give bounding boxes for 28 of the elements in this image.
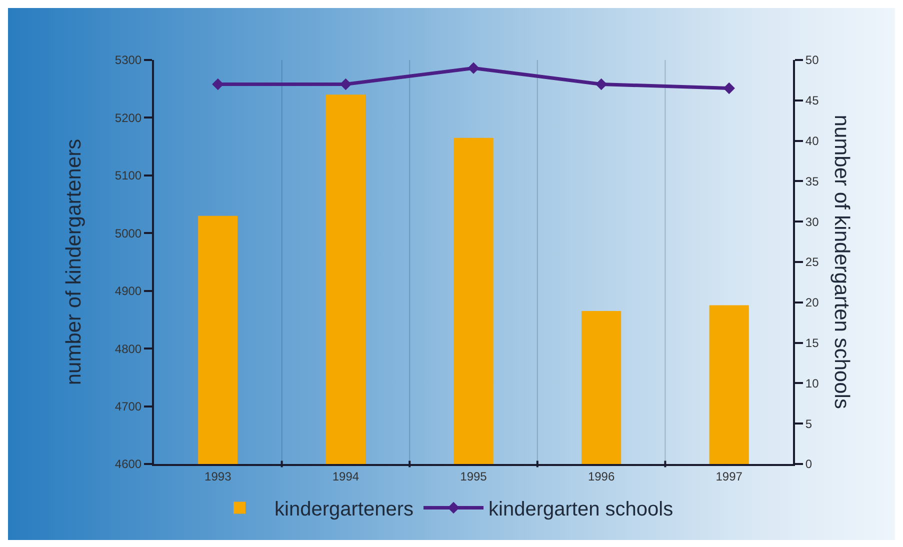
x-tick-label: 1993 (204, 469, 232, 484)
x-tick-label: 1997 (716, 469, 743, 484)
y2-tick-label: 15 (805, 336, 820, 350)
x-tick-label: 1996 (588, 469, 615, 484)
x-tick-label: 1994 (332, 469, 360, 484)
legend-label: kindergarten schools (488, 498, 674, 521)
y-tick-label: 5200 (114, 110, 142, 125)
y2-tick-label: 30 (805, 214, 820, 229)
y-tick-label: 4800 (114, 342, 142, 356)
legend-label: kindergarteners (274, 498, 414, 521)
y2-tick-label: 0 (805, 457, 812, 472)
y-axis-title: number of kindergarteners (62, 138, 86, 386)
y-tick-label: 4900 (114, 284, 142, 298)
y2-tick-label: 25 (805, 255, 820, 270)
y2-axis-title: number of kindergarten schools (830, 114, 854, 409)
y-tick-label: 5000 (114, 226, 142, 240)
x-tick-label: 1995 (460, 469, 488, 484)
y-tick-label: 4700 (114, 399, 142, 414)
y-tick-label: 5100 (114, 168, 142, 183)
y2-tick-label: 45 (805, 94, 820, 108)
y2-tick-label: 20 (805, 296, 820, 310)
y2-tick-label: 10 (805, 376, 820, 390)
y-tick-label: 4600 (114, 457, 142, 472)
y-tick-label: 5300 (114, 53, 142, 68)
y2-tick-label: 40 (805, 134, 820, 148)
y2-tick-label: 50 (805, 53, 820, 68)
y2-tick-label: 35 (805, 174, 820, 188)
y2-tick-label: 5 (805, 416, 812, 431)
